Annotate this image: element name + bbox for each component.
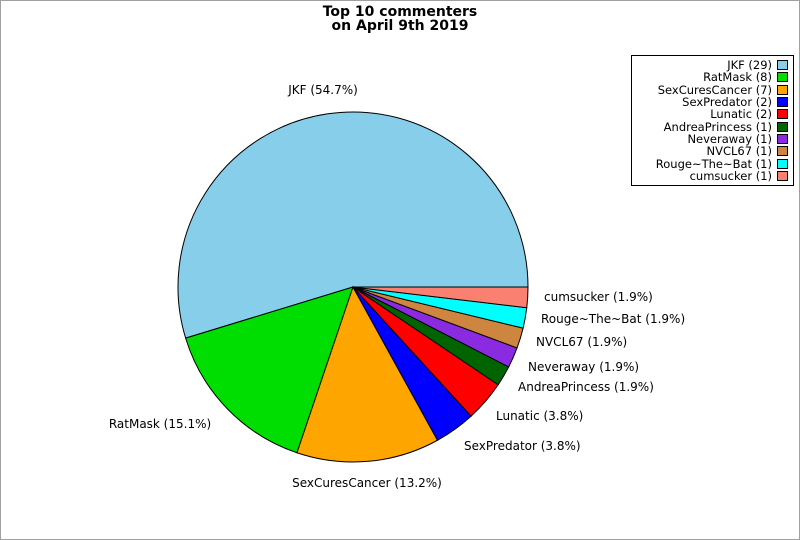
legend-item-lunatic: Lunatic (2) <box>636 108 788 120</box>
legend: JKF (29) RatMask (8) SexCuresCancer (7) … <box>631 55 794 186</box>
legend-label: AndreaPrincess (1) <box>663 119 772 134</box>
chart-title: Top 10 commenters on April 9th 2019 <box>1 5 799 33</box>
legend-item-andreaprincess: AndreaPrincess (1) <box>636 119 788 134</box>
legend-label: Neveraway (1) <box>687 131 772 146</box>
legend-swatch-sexpredator <box>777 97 788 108</box>
slice-label-neveraway: Neveraway (1.9%) <box>528 360 640 374</box>
slice-label-sexpredator: SexPredator (3.8%) <box>464 439 581 453</box>
legend-swatch-rouge-the-bat <box>777 158 788 169</box>
legend-item-rouge-the-bat: Rouge~The~Bat (1) <box>636 156 788 171</box>
pie-slice-jkf <box>177 111 529 339</box>
pie-slice-ratmask <box>185 286 354 454</box>
legend-label: NVCL67 (1) <box>706 144 773 159</box>
legend-item-ratmask: RatMask (8) <box>636 71 788 83</box>
legend-item-jkf: JKF (29) <box>636 59 788 71</box>
legend-item-neveraway: Neveraway (1) <box>636 133 788 145</box>
legend-item-sexcurescancer: SexCuresCancer (7) <box>636 84 788 96</box>
legend-label: cumsucker (1) <box>689 168 772 183</box>
legend-swatch-ratmask <box>777 72 788 83</box>
legend-swatch-jkf <box>777 60 788 71</box>
slice-label-lunatic: Lunatic (3.8%) <box>496 409 584 423</box>
slice-label-sexcurescancer: SexCuresCancer (13.2%) <box>292 476 442 490</box>
legend-item-nvcl67: NVCL67 (1) <box>636 145 788 157</box>
legend-item-sexpredator: SexPredator (2) <box>636 96 788 108</box>
legend-swatch-lunatic <box>777 109 788 120</box>
pie-slice-cumsucker <box>352 286 529 309</box>
legend-swatch-cumsucker <box>777 170 788 181</box>
legend-label: SexPredator (2) <box>682 95 772 110</box>
slice-label-jkf: JKF (54.7%) <box>288 83 358 97</box>
legend-swatch-nvcl67 <box>777 146 788 157</box>
slice-label-nvcl67: NVCL67 (1.9%) <box>536 335 628 349</box>
legend-label: Rouge~The~Bat (1) <box>655 156 772 171</box>
legend-swatch-andreaprincess <box>777 121 788 132</box>
legend-label: SexCuresCancer (7) <box>657 82 772 97</box>
legend-swatch-sexcurescancer <box>777 84 788 95</box>
legend-item-cumsucker: cumsucker (1) <box>636 170 788 182</box>
slice-label-cumsucker: cumsucker (1.9%) <box>544 290 653 304</box>
legend-swatch-neveraway <box>777 133 788 144</box>
legend-label: RatMask (8) <box>703 70 772 85</box>
legend-label: JKF (29) <box>727 58 772 73</box>
chart-title-line1: Top 10 commenters <box>322 4 478 20</box>
chart-title-line2: on April 9th 2019 <box>331 18 469 34</box>
slice-label-ratmask: RatMask (15.1%) <box>108 417 212 431</box>
pie-slice-sexcurescancer <box>296 285 439 463</box>
legend-label: Lunatic (2) <box>710 107 772 122</box>
slice-label-andreaprincess: AndreaPrincess (1.9%) <box>518 380 654 394</box>
slice-label-rouge-the-bat: Rouge~The~Bat (1.9%) <box>541 312 686 326</box>
